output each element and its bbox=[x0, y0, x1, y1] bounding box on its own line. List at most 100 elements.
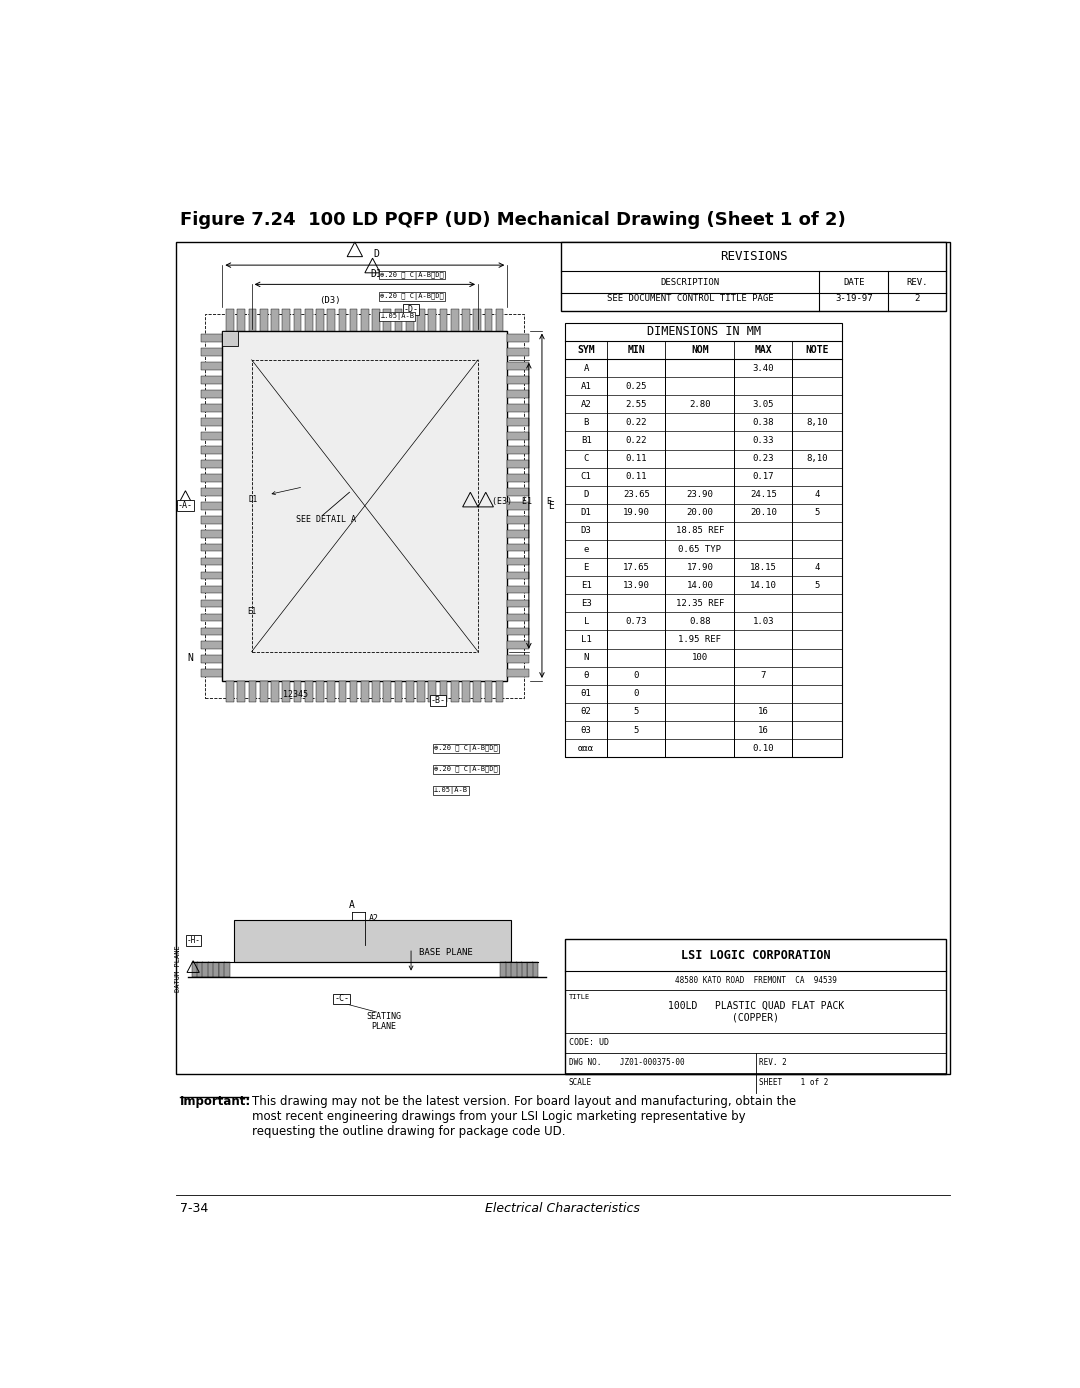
Bar bbox=[516, 962, 522, 977]
Text: CODE: UD: CODE: UD bbox=[569, 1038, 609, 1048]
Bar bbox=[226, 310, 234, 330]
Text: 100LD   PLASTIC QUAD FLAT PACK
(COPPER): 100LD PLASTIC QUAD FLAT PACK (COPPER) bbox=[667, 1001, 843, 1023]
Text: REV.: REV. bbox=[906, 278, 928, 286]
Text: 0.65 TYP: 0.65 TYP bbox=[678, 544, 721, 554]
Bar bbox=[224, 962, 230, 977]
Text: This drawing may not be the latest version. For board layout and manufacturing, : This drawing may not be the latest versi… bbox=[252, 1095, 796, 1138]
Bar bbox=[485, 310, 492, 330]
Text: C1: C1 bbox=[581, 472, 592, 482]
Bar bbox=[508, 600, 529, 608]
Bar bbox=[500, 962, 505, 977]
Text: 5: 5 bbox=[634, 708, 639, 716]
Bar bbox=[316, 310, 324, 330]
Text: MIN: MIN bbox=[627, 346, 645, 355]
Text: 20.00: 20.00 bbox=[687, 508, 713, 518]
Text: 1.95 REF: 1.95 REF bbox=[678, 636, 721, 644]
Bar bbox=[201, 362, 222, 371]
Bar bbox=[201, 516, 222, 523]
Text: θ2: θ2 bbox=[581, 708, 592, 716]
Text: (D3): (D3) bbox=[320, 296, 341, 305]
Text: 12.35 REF: 12.35 REF bbox=[676, 598, 724, 608]
Text: D: D bbox=[583, 490, 589, 500]
Bar bbox=[532, 962, 538, 977]
Text: θ: θ bbox=[583, 672, 589, 680]
Text: -A-: -A- bbox=[178, 501, 193, 511]
Text: SHEET    1 of 2: SHEET 1 of 2 bbox=[759, 1078, 828, 1087]
Bar bbox=[260, 310, 268, 330]
Bar bbox=[508, 641, 529, 650]
Bar bbox=[294, 682, 301, 702]
Text: C: C bbox=[583, 454, 589, 464]
Bar bbox=[205, 314, 524, 698]
Bar bbox=[201, 418, 222, 426]
Text: 23.90: 23.90 bbox=[687, 490, 713, 500]
Bar bbox=[201, 489, 222, 496]
Bar bbox=[201, 669, 222, 677]
Text: ⊥.05|A-B: ⊥.05|A-B bbox=[380, 314, 415, 321]
Bar bbox=[406, 310, 414, 330]
Text: Figure 7.24  100 LD PQFP (UD) Mechanical Drawing (Sheet 1 of 2): Figure 7.24 100 LD PQFP (UD) Mechanical … bbox=[180, 211, 846, 229]
Bar bbox=[508, 418, 529, 426]
Bar bbox=[191, 962, 198, 977]
Text: DWG NO.    JZ01-000375-00: DWG NO. JZ01-000375-00 bbox=[569, 1058, 685, 1067]
Bar bbox=[462, 310, 470, 330]
Text: SEATING
PLANE: SEATING PLANE bbox=[366, 1012, 402, 1031]
Bar bbox=[338, 682, 347, 702]
Bar bbox=[417, 310, 424, 330]
Text: REV. 2: REV. 2 bbox=[759, 1058, 787, 1067]
Text: 8,10: 8,10 bbox=[807, 454, 828, 464]
Text: D1: D1 bbox=[581, 508, 592, 518]
Text: -B-: -B- bbox=[431, 695, 445, 705]
Bar bbox=[338, 310, 347, 330]
Bar bbox=[305, 310, 312, 330]
Text: 0.25: 0.25 bbox=[625, 382, 647, 390]
Bar bbox=[505, 962, 511, 977]
Bar bbox=[218, 962, 225, 977]
Bar bbox=[406, 682, 414, 702]
Bar bbox=[508, 655, 529, 663]
Bar bbox=[361, 310, 368, 330]
Text: DATE: DATE bbox=[843, 278, 865, 286]
Text: 3.05: 3.05 bbox=[753, 400, 774, 409]
Text: 0.22: 0.22 bbox=[625, 436, 647, 446]
Bar bbox=[508, 459, 529, 468]
Bar bbox=[226, 682, 234, 702]
Bar bbox=[429, 682, 436, 702]
Text: 14.10: 14.10 bbox=[750, 580, 777, 590]
Bar bbox=[201, 473, 222, 482]
Text: 20.10: 20.10 bbox=[750, 508, 777, 518]
Bar bbox=[383, 310, 391, 330]
Text: 4: 4 bbox=[814, 562, 820, 572]
Text: ⊕.20 Ⓜ C|A-BⓈDⓈ: ⊕.20 Ⓜ C|A-BⓈDⓈ bbox=[380, 293, 444, 300]
Text: 12345: 12345 bbox=[283, 690, 308, 700]
Text: DIMENSIONS IN MM: DIMENSIONS IN MM bbox=[647, 325, 760, 339]
Bar bbox=[201, 335, 222, 341]
Text: 0.73: 0.73 bbox=[625, 616, 647, 626]
Bar bbox=[450, 682, 459, 702]
Text: 13.90: 13.90 bbox=[623, 580, 650, 590]
Text: E1: E1 bbox=[247, 607, 256, 616]
Bar bbox=[201, 530, 222, 537]
Text: SYM: SYM bbox=[578, 346, 595, 355]
Text: (E3)  E1   E: (E3) E1 E bbox=[486, 497, 552, 507]
Text: NOTE: NOTE bbox=[806, 346, 829, 355]
Bar bbox=[327, 310, 335, 330]
Text: ⊥.05|A-B: ⊥.05|A-B bbox=[434, 787, 468, 794]
Text: 0.11: 0.11 bbox=[625, 472, 647, 482]
Text: MAX: MAX bbox=[755, 346, 772, 355]
Bar bbox=[511, 962, 516, 977]
Text: L1: L1 bbox=[581, 636, 592, 644]
Text: SEE DOCUMENT CONTROL TITLE PAGE: SEE DOCUMENT CONTROL TITLE PAGE bbox=[607, 294, 773, 303]
Text: 0.22: 0.22 bbox=[625, 418, 647, 428]
Bar bbox=[565, 323, 842, 756]
Bar bbox=[508, 390, 529, 398]
Bar bbox=[383, 682, 391, 702]
Text: 5: 5 bbox=[814, 508, 820, 518]
Bar bbox=[394, 310, 403, 330]
Text: 0.17: 0.17 bbox=[753, 472, 774, 482]
Bar bbox=[496, 682, 503, 702]
Text: D: D bbox=[374, 248, 379, 260]
Text: 0.38: 0.38 bbox=[753, 418, 774, 428]
Text: 0.10: 0.10 bbox=[753, 744, 774, 752]
Bar bbox=[508, 669, 529, 677]
